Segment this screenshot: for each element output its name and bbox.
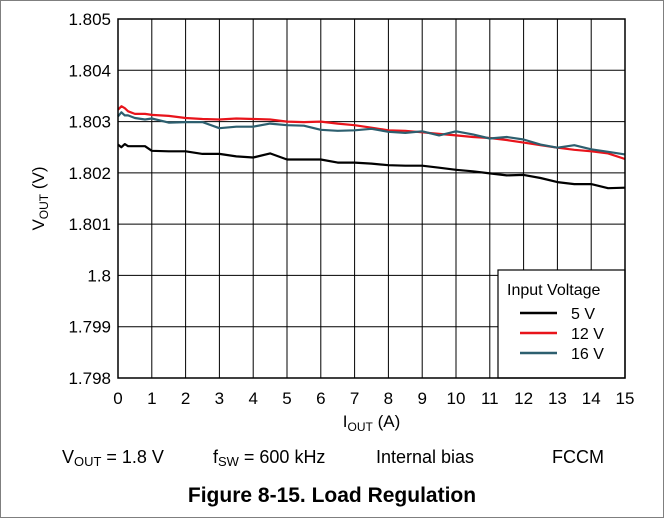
legend-label-16v: 16 V <box>571 346 604 363</box>
x-tick-label: 13 <box>548 389 567 408</box>
condition-fsw: fSW = 600 kHz <box>213 447 325 468</box>
x-tick-label: 5 <box>282 389 291 408</box>
y-tick-label: 1.799 <box>68 318 111 337</box>
condition-bias: Internal bias <box>376 447 474 468</box>
x-tick-label: 7 <box>350 389 359 408</box>
y-tick-label: 1.801 <box>68 215 111 234</box>
y-axis-label: VOUT (V) <box>29 166 51 230</box>
condition-vout: VOUT = 1.8 V <box>62 447 164 468</box>
x-tick-label: 9 <box>417 389 426 408</box>
x-tick-label: 0 <box>113 389 122 408</box>
legend-label-5v: 5 V <box>571 306 595 323</box>
x-tick-label: 11 <box>481 389 499 408</box>
y-tick-label: 1.8 <box>87 266 111 285</box>
x-tick-label: 14 <box>582 389 601 408</box>
figure-caption: Figure 8-15. Load Regulation <box>0 484 664 508</box>
x-axis-label: IOUT (A) <box>343 412 400 434</box>
condition-mode: FCCM <box>552 447 604 468</box>
y-tick-label: 1.798 <box>68 369 111 388</box>
y-tick-label: 1.803 <box>68 113 111 132</box>
x-tick-label: 3 <box>215 389 224 408</box>
legend-title: Input Voltage <box>507 282 601 299</box>
x-tick-label: 4 <box>248 389 257 408</box>
x-tick-label: 15 <box>616 389 635 408</box>
y-tick-label: 1.805 <box>68 10 111 29</box>
y-tick-label: 1.802 <box>68 164 111 183</box>
x-tick-label: 2 <box>181 389 190 408</box>
y-tick-label: 1.804 <box>68 61 111 80</box>
x-tick-label: 12 <box>514 389 533 408</box>
legend-label-12v: 12 V <box>571 326 604 343</box>
x-tick-label: 8 <box>384 389 393 408</box>
x-tick-label: 1 <box>147 389 156 408</box>
x-tick-label: 10 <box>447 389 466 408</box>
x-tick-label: 6 <box>316 389 325 408</box>
